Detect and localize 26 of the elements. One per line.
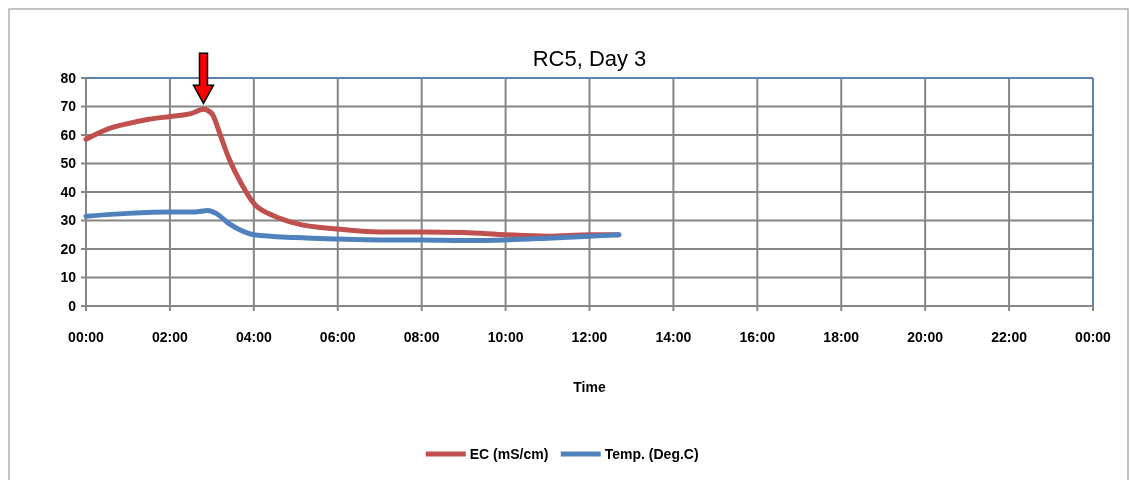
y-tick-label: 40: [60, 183, 77, 200]
y-tick-label: 80: [60, 69, 77, 86]
x-tick-label: 02:00: [152, 329, 189, 345]
x-tick-label: 12:00: [571, 329, 608, 345]
x-tick-label: 08:00: [403, 329, 440, 345]
y-tick-label: 20: [60, 240, 77, 257]
y-tick-label: 10: [60, 269, 77, 286]
legend-label: Temp. (Deg.C): [604, 445, 699, 462]
x-tick-label: 00:00: [1075, 329, 1112, 345]
x-tick-label: 20:00: [907, 329, 944, 345]
y-tick-label: 50: [60, 155, 77, 172]
y-tick-label: 0: [68, 297, 77, 314]
legend-label: EC (mS/cm): [469, 445, 549, 462]
y-tick-label: 60: [60, 126, 77, 143]
x-tick-label: 16:00: [739, 329, 776, 345]
x-tick-label: 06:00: [319, 329, 356, 345]
x-tick-label: 14:00: [655, 329, 692, 345]
y-tick-label: 30: [60, 212, 77, 229]
x-tick-label: 04:00: [235, 329, 272, 345]
y-tick-label: 70: [60, 98, 77, 115]
x-axis-title: Time: [573, 379, 606, 395]
x-tick-label: 18:00: [823, 329, 860, 345]
chart-title: RC5, Day 3: [532, 46, 647, 71]
x-tick-label: 10:00: [487, 329, 524, 345]
x-tick-label: 22:00: [991, 329, 1028, 345]
x-tick-label: 00:00: [68, 329, 105, 345]
